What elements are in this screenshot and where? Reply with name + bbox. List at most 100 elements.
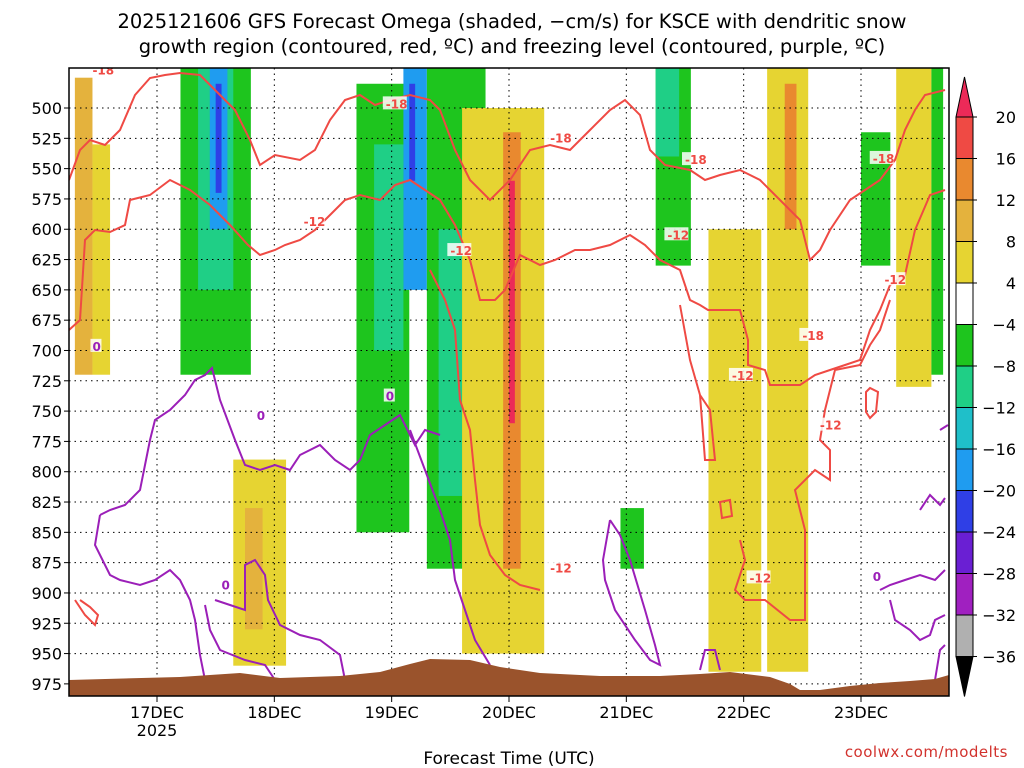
colorbar-legend: 20 16 12 8 4 −4 −8 −12 −16 −20 −24 −28 −32 −36: [955, 76, 1016, 697]
dgz-contour-label: -18: [802, 329, 824, 343]
omega-region: [620, 508, 644, 569]
y-tick-label: 550: [31, 160, 62, 179]
y-tick-label: 850: [31, 523, 62, 542]
y-tick-label: 525: [31, 129, 62, 148]
colorbar-swatch: [955, 324, 974, 367]
colorbar-label: 8: [1006, 233, 1016, 252]
grid-lines: [69, 68, 949, 696]
dgz-label-background: [869, 150, 894, 164]
dgz-contour-label: -18: [685, 153, 707, 167]
y-axis-pressure: 500 525 550 575 600 625 650 675 700 725 750 775 800 8…: [31, 99, 69, 694]
colorbar-swatch: [955, 158, 974, 201]
colorbar-label: −12: [982, 399, 1016, 418]
colorbar-label: −20: [982, 482, 1016, 501]
x-tick-label: 22DEC: [717, 703, 771, 722]
y-tick-label: 575: [31, 190, 62, 209]
colorbar-swatch: [955, 365, 974, 408]
dgz-label-background: [664, 227, 689, 241]
y-tick-label: 625: [31, 251, 62, 270]
freezing-contour-label: 0: [92, 340, 100, 354]
dgz-label-background: [746, 570, 771, 584]
freezing-label-background: [383, 388, 395, 402]
dgz-label-background: [382, 96, 407, 110]
y-tick-label: 875: [31, 554, 62, 573]
colorbar-swatch: [955, 116, 974, 159]
freezing-contour-label: 0: [257, 409, 265, 423]
omega-region: [92, 144, 111, 375]
dgz-contour-label: -12: [667, 228, 689, 242]
colorbar-swatch: [955, 614, 974, 657]
colorbar-label: −24: [982, 523, 1016, 542]
terrain-surface: [69, 659, 949, 696]
y-tick-label: 725: [31, 372, 62, 391]
omega-region: [655, 68, 680, 157]
y-tick-label: 925: [31, 614, 62, 633]
dgz-contour-label: -12: [884, 273, 906, 287]
colorbar-label: 16: [996, 150, 1016, 169]
omega-region: [896, 68, 932, 387]
dgz-contour-label: -18: [92, 63, 114, 77]
omega-region: [784, 83, 797, 230]
colorbar-label: −8: [992, 357, 1016, 376]
colorbar-label: −32: [982, 606, 1016, 625]
freezing-contour-line: [889, 599, 946, 642]
dgz-contour-line: [679, 304, 717, 461]
dgz-label-background: [547, 560, 572, 574]
colorbar-label: 12: [996, 191, 1016, 210]
colorbar-top-arrow: [955, 76, 974, 118]
y-tick-label: 650: [31, 281, 62, 300]
freezing-contour-label: 0: [873, 570, 881, 584]
dgz-contour-label: -18: [550, 131, 572, 145]
omega-region: [931, 68, 944, 375]
dgz-contour-label: -18: [386, 97, 408, 111]
freezing-contour-label: 0: [386, 390, 394, 404]
y-tick-label: 750: [31, 402, 62, 421]
colorbar-swatch: [955, 407, 974, 450]
omega-region: [438, 229, 463, 496]
dgz-label-background: [682, 152, 706, 166]
dgz-contour-line: [69, 71, 946, 262]
dgz-label-background: [816, 417, 841, 431]
colorbar-label: −16: [982, 440, 1016, 459]
freezing-label-background: [90, 338, 102, 352]
y-tick-label: 675: [31, 311, 62, 330]
dgz-label-background: [300, 213, 325, 227]
y-tick-label: 700: [31, 341, 62, 360]
chart-title-line-2: growth region (contoured, red, ºC) and f…: [139, 35, 886, 58]
colorbar-swatch: [955, 531, 974, 574]
colorbar-swatch: [955, 282, 974, 325]
dgz-label-background: [799, 327, 824, 341]
dgz-contour-label: -18: [873, 152, 895, 166]
y-tick-label: 825: [31, 493, 62, 512]
y-tick-label: 775: [31, 432, 62, 451]
freezing-contour-line: [879, 569, 946, 591]
dgz-label-background: [728, 367, 753, 381]
colorbar-swatch: [955, 241, 974, 284]
colorbar-swatch: [955, 490, 974, 533]
y-tick-label: 950: [31, 645, 62, 664]
freezing-contour-line: [601, 519, 662, 667]
colorbar-label: 20: [996, 108, 1016, 127]
dgz-contour-line: [733, 299, 891, 621]
dgz-contour-label: -12: [732, 369, 754, 383]
x-tick-label: 21DEC: [599, 703, 653, 722]
omega-region: [245, 508, 263, 630]
dendritic-growth-contours: [69, 71, 946, 627]
freezing-contour-line: [214, 558, 346, 681]
freezing-contour-line: [93, 514, 206, 681]
x-tick-label: 23DEC: [834, 703, 888, 722]
x-tick-label: 17DEC: [130, 703, 184, 722]
dgz-contour-line: [718, 498, 734, 520]
source-credit: coolwx.com/modelts: [845, 743, 1008, 761]
x-tick-label: 19DEC: [365, 703, 419, 722]
omega-region: [509, 180, 515, 424]
contour-labels: -18 -18 -18 -18 -18 -18 -12 -12 -12 -12 -12 -12 -12 -…: [89, 63, 906, 593]
x-axis-time: 17DEC 18DEC 19DEC 20DEC 21DEC 22DEC 23DEC 2025: [130, 696, 888, 740]
colorbar-bottom-arrow: [955, 656, 974, 697]
dgz-contour-label: -12: [820, 419, 842, 433]
dgz-contour-label: -12: [550, 562, 572, 576]
omega-region: [74, 77, 93, 375]
y-tick-label: 900: [31, 584, 62, 603]
omega-region: [708, 229, 762, 672]
